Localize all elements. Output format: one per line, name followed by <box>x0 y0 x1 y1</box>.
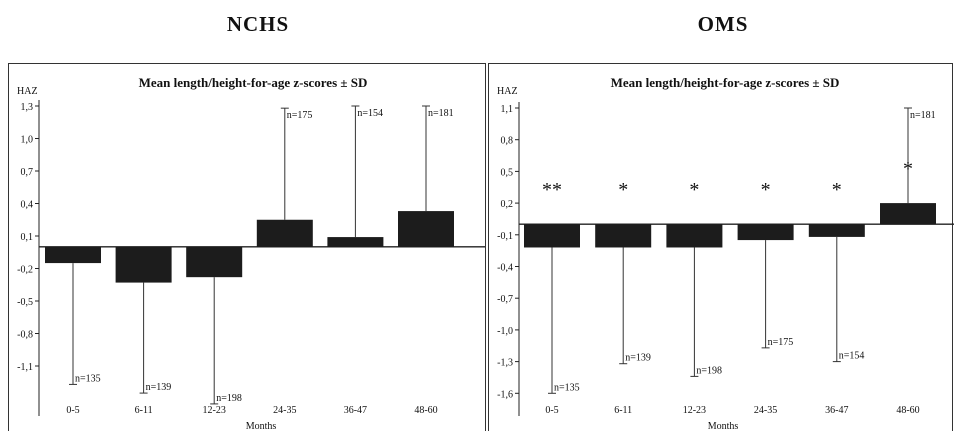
nchs-chart: Mean length/height-for-age z-scores ± SD… <box>17 75 485 432</box>
nchs-bar-6-11 <box>115 246 172 283</box>
nchs-n-label-48-60: n=181 <box>428 108 454 119</box>
nchs-y-tick-label: 1,0 <box>21 135 34 146</box>
nchs-y-tick-label: -0,8 <box>17 330 33 341</box>
nchs-y-tick-label: 0,1 <box>21 232 34 243</box>
nchs-bar-0-5 <box>45 246 101 264</box>
oms-bar-24-35 <box>737 224 794 241</box>
oms-bar-48-60 <box>880 203 936 225</box>
oms-n-label-6-11: n=139 <box>625 353 651 364</box>
oms-y-tick-label: 0,8 <box>501 136 514 147</box>
nchs-y-tick-label: 1,3 <box>21 102 34 113</box>
oms-n-label-0-5: n=135 <box>554 382 580 393</box>
nchs-bar-36-47 <box>327 237 384 247</box>
oms-n-label-24-35: n=175 <box>768 337 794 348</box>
nchs-chart-title: Mean length/height-for-age z-scores ± SD <box>139 75 368 90</box>
nchs-n-label-24-35: n=175 <box>287 110 313 121</box>
oms-x-tick-label-36-47: 36-47 <box>825 405 848 416</box>
nchs-x-tick-label-48-60: 48-60 <box>414 405 437 416</box>
oms-bar-6-11 <box>595 224 652 248</box>
oms-y-tick-label: -1,3 <box>497 358 513 369</box>
oms-x-axis-label: Months <box>708 421 739 432</box>
oms-heading: OMS <box>697 12 749 36</box>
nchs-y-tick-label: -1,1 <box>17 362 33 373</box>
oms-x-tick-label-48-60: 48-60 <box>896 405 919 416</box>
oms-n-label-12-23: n=198 <box>696 365 722 376</box>
oms-n-label-48-60: n=181 <box>910 110 936 121</box>
oms-significance-6-11: * <box>618 179 628 201</box>
nchs-chart-panel: Mean length/height-for-age z-scores ± SD… <box>8 63 486 432</box>
oms-x-tick-label-6-11: 6-11 <box>614 405 632 416</box>
oms-y-tick-label: -0,7 <box>497 294 513 305</box>
oms-significance-24-35: * <box>761 179 771 201</box>
nchs-bar-12-23 <box>186 246 243 278</box>
oms-x-tick-label-24-35: 24-35 <box>754 405 777 416</box>
nchs-n-label-6-11: n=139 <box>146 382 172 393</box>
oms-y-tick-label: -0,4 <box>497 263 513 274</box>
nchs-bar-48-60 <box>398 211 454 247</box>
oms-y-tick-label: 1,1 <box>501 104 514 115</box>
nchs-y-tick-label: 0,4 <box>21 200 34 211</box>
nchs-x-tick-label-6-11: 6-11 <box>135 405 153 416</box>
nchs-y-tick-label: -0,5 <box>17 297 33 308</box>
oms-chart: Mean length/height-for-age z-scores ± SD… <box>497 75 954 432</box>
nchs-x-tick-label-24-35: 24-35 <box>273 405 296 416</box>
nchs-n-label-0-5: n=135 <box>75 373 101 384</box>
oms-bar-36-47 <box>808 224 865 237</box>
nchs-x-tick-label-36-47: 36-47 <box>344 405 367 416</box>
oms-y-axis-label: HAZ <box>497 86 518 97</box>
oms-y-tick-label: 0,5 <box>501 167 514 178</box>
oms-y-tick-label: -0,1 <box>497 231 513 242</box>
nchs-heading: NCHS <box>226 12 290 36</box>
nchs-bar-24-35 <box>256 219 313 247</box>
nchs-y-tick-label: -0,2 <box>17 265 33 276</box>
oms-n-label-36-47: n=154 <box>839 351 865 362</box>
oms-y-tick-label: -1,6 <box>497 389 513 400</box>
oms-chart-panel: Mean length/height-for-age z-scores ± SD… <box>488 63 954 432</box>
oms-y-tick-label: -1,0 <box>497 326 513 337</box>
nchs-x-tick-label-0-5: 0-5 <box>66 405 79 416</box>
oms-y-tick-label: 0,2 <box>501 199 514 210</box>
nchs-n-label-36-47: n=154 <box>357 108 383 119</box>
oms-bar-12-23 <box>666 224 723 248</box>
nchs-x-axis-label: Months <box>246 421 277 432</box>
oms-significance-0-5: ** <box>542 179 562 201</box>
oms-significance-12-23: * <box>689 179 699 201</box>
nchs-x-tick-label-12-23: 12-23 <box>203 405 226 416</box>
nchs-y-axis-label: HAZ <box>17 86 38 97</box>
nchs-n-label-12-23: n=198 <box>216 393 242 404</box>
oms-significance-36-47: * <box>832 179 842 201</box>
nchs-y-tick-label: 0,7 <box>21 167 34 178</box>
oms-x-tick-label-12-23: 12-23 <box>683 405 706 416</box>
oms-chart-title: Mean length/height-for-age z-scores ± SD <box>611 75 840 90</box>
oms-significance-48-60: * <box>903 158 913 180</box>
oms-x-tick-label-0-5: 0-5 <box>545 405 558 416</box>
oms-bar-0-5 <box>524 224 580 248</box>
